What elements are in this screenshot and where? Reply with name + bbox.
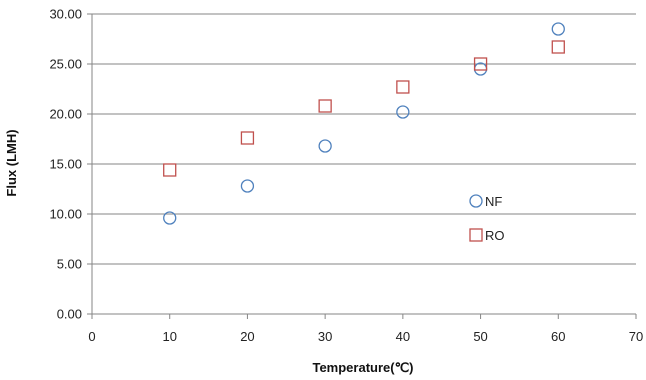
x-axis-title: Temperature(℃) (312, 360, 413, 375)
x-tick-label: 50 (473, 329, 487, 344)
axes (87, 13, 637, 319)
x-tick-labels: 0 10 20 30 40 50 60 70 (88, 329, 643, 344)
legend-label-ro: RO (485, 228, 505, 243)
ro-data-point (551, 40, 565, 54)
legend: NF RO (469, 194, 505, 243)
y-tick-label: 25.00 (49, 57, 82, 72)
legend-marker-ro (469, 228, 483, 242)
nf-data-point (396, 105, 410, 119)
ro-data-point (163, 163, 177, 177)
y-tick-labels: 0.00 5.00 10.00 15.00 20.00 25.00 30.00 (49, 7, 82, 322)
x-tick-label: 70 (629, 329, 643, 344)
x-tick-label: 0 (88, 329, 95, 344)
nf-data-point (240, 179, 255, 193)
legend-marker-nf (469, 194, 483, 208)
nf-data-point (163, 211, 177, 225)
y-tick-label: 0.00 (57, 307, 82, 322)
y-axis-title: Flux (LMH) (4, 129, 19, 196)
nf-data-point (551, 22, 565, 36)
data-points (163, 22, 565, 225)
x-tick-label: 20 (240, 329, 254, 344)
ro-data-point (473, 57, 488, 71)
y-tick-label: 30.00 (49, 7, 82, 22)
y-tick-label: 15.00 (49, 157, 82, 172)
gridlines (92, 13, 636, 265)
nf-data-point (318, 139, 332, 153)
ro-data-point (396, 80, 410, 94)
y-tick-label: 5.00 (57, 257, 82, 272)
ro-data-point (240, 131, 255, 145)
y-tick-label: 20.00 (49, 107, 82, 122)
x-tick-label: 60 (551, 329, 565, 344)
y-tick-label: 10.00 (49, 207, 82, 222)
legend-label-nf: NF (485, 194, 502, 209)
ro-data-point (318, 99, 332, 113)
x-tick-label: 10 (162, 329, 176, 344)
nf-data-point (473, 62, 488, 76)
x-tick-label: 40 (396, 329, 410, 344)
x-tick-label: 30 (318, 329, 332, 344)
